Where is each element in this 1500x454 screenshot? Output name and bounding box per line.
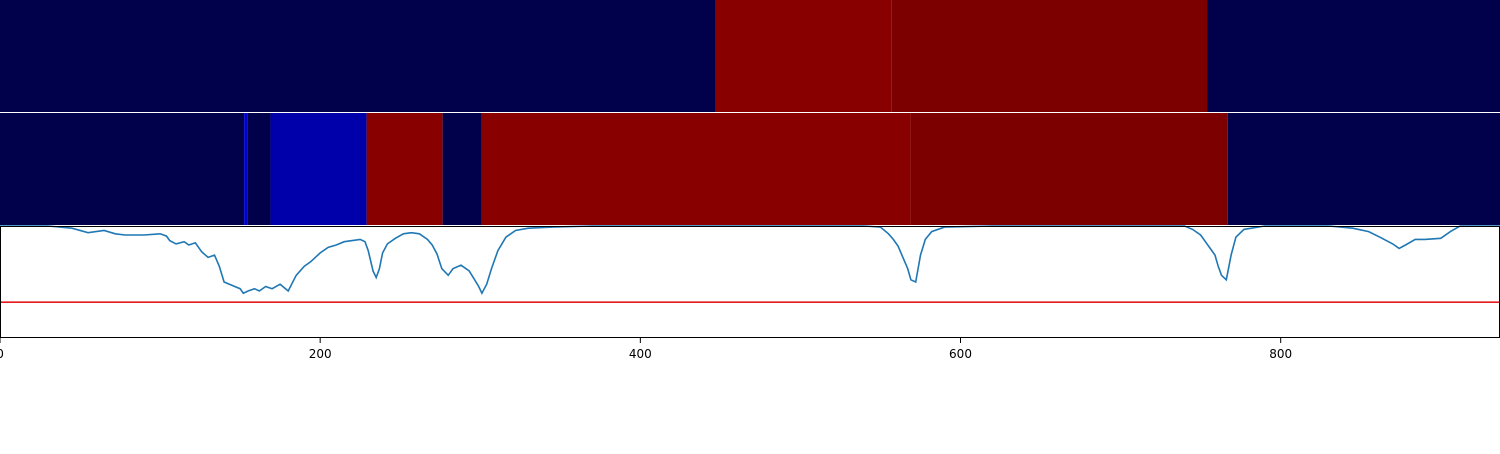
track-2-segment-7 <box>481 113 911 225</box>
heatmap-tracks <box>0 0 1500 225</box>
track-2-segment-3 <box>247 113 271 225</box>
x-tick-label-1: 0 <box>0 347 4 361</box>
x-tick-label-3: 400 <box>629 347 652 361</box>
track-1-segment-1 <box>0 0 716 112</box>
track-2-segment-5 <box>366 113 443 225</box>
track-2-segment-8 <box>910 113 1228 225</box>
x-tick-label-4: 600 <box>949 347 972 361</box>
x-axis: 0 200 400 600 800 <box>0 112 1500 361</box>
track-2-segment-6 <box>442 113 482 225</box>
track-2-segment-1 <box>0 113 245 225</box>
track-1-segment-4 <box>1207 0 1500 112</box>
x-tick-label-2: 200 <box>309 347 332 361</box>
signal-line <box>0 225 1500 295</box>
track-1-segment-3 <box>891 0 1208 112</box>
signal-panel <box>0 225 1500 338</box>
track-2-segment-9 <box>1227 113 1500 225</box>
track-2-segment-4 <box>270 113 367 225</box>
track-2-segment-2 <box>244 113 248 225</box>
track-1-segment-2 <box>715 0 892 112</box>
x-tick-label-5: 800 <box>1269 347 1292 361</box>
signal-panel-background <box>0 226 1500 338</box>
